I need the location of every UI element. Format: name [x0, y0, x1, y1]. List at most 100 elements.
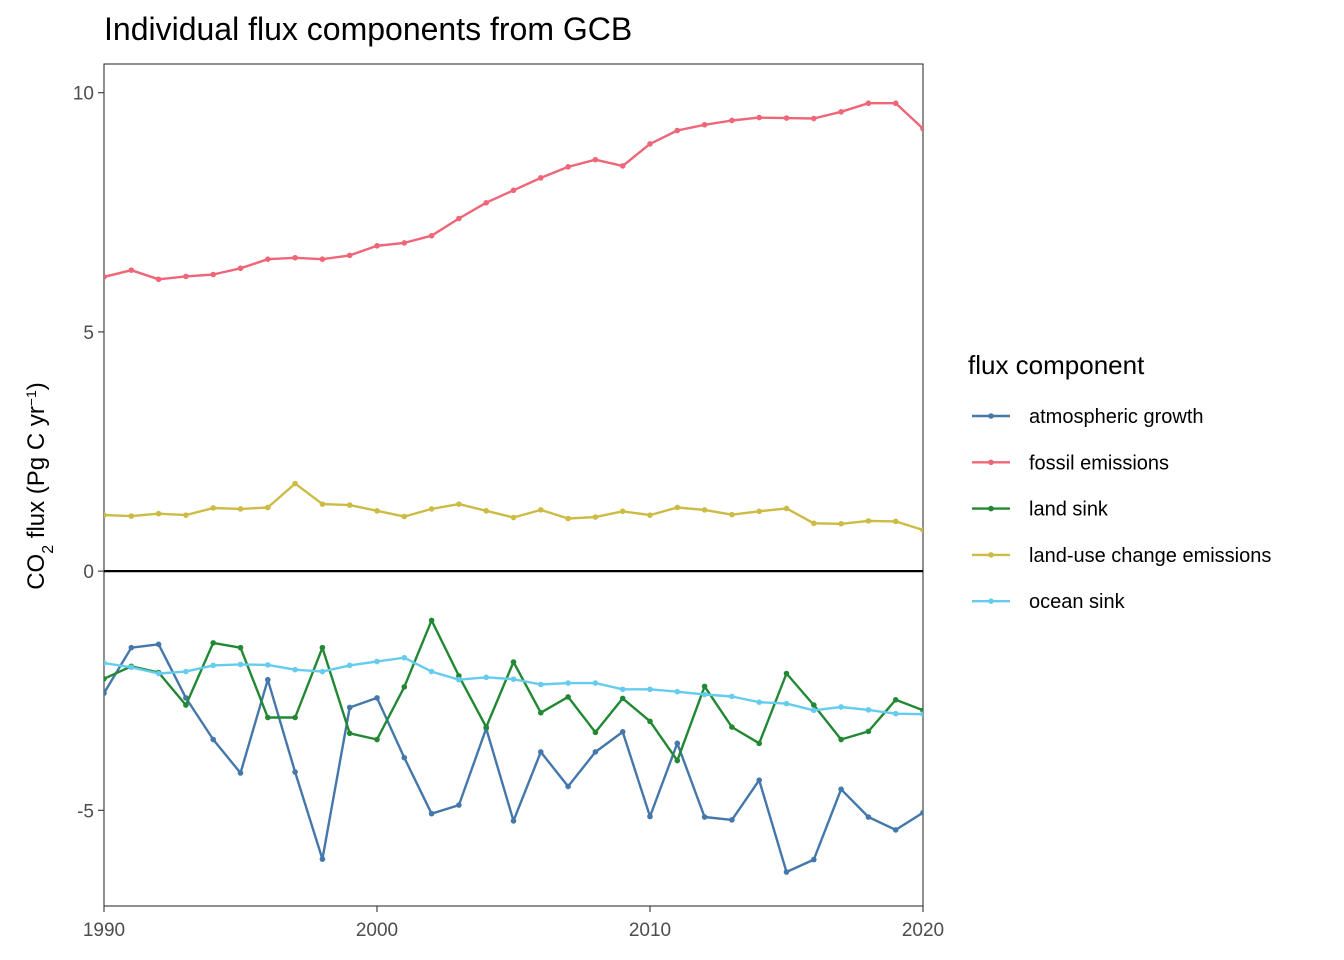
data-point-land-use-change-emissions: [237, 506, 244, 512]
data-point-atmospheric-growth: [565, 783, 571, 790]
data-point-ocean-sink: [756, 699, 762, 705]
legend-key-ocean-sink: [972, 598, 1010, 604]
data-point-land-sink: [346, 730, 353, 737]
data-point-atmospheric-growth: [729, 817, 735, 823]
data-point-atmospheric-growth: [510, 818, 517, 824]
series-group: [104, 100, 923, 875]
data-point-land-use-change-emissions: [428, 506, 435, 512]
data-point-fossil-emissions: [155, 276, 162, 283]
data-point-ocean-sink: [538, 681, 544, 688]
data-point-atmospheric-growth: [647, 813, 653, 820]
data-point-fossil-emissions: [510, 187, 517, 194]
data-point-land-use-change-emissions: [538, 507, 544, 513]
data-point-ocean-sink: [346, 662, 353, 669]
data-point-fossil-emissions: [210, 271, 216, 278]
data-point-fossil-emissions: [619, 163, 626, 169]
data-point-land-use-change-emissions: [811, 520, 817, 527]
data-point-ocean-sink: [811, 707, 817, 714]
data-point-atmospheric-growth: [401, 754, 408, 761]
data-point-land-use-change-emissions: [920, 527, 923, 533]
x-tick-label: 2010: [629, 920, 671, 941]
plot-area: -5 0 5 10 1990 2000 2010 2020: [73, 63, 944, 941]
data-point-fossil-emissions: [865, 100, 872, 107]
data-point-fossil-emissions: [237, 265, 244, 272]
legend-key-fossil-emissions: [972, 459, 1010, 466]
data-point-ocean-sink: [838, 704, 844, 710]
data-point-atmospheric-growth: [346, 704, 353, 711]
data-point-fossil-emissions: [183, 273, 189, 280]
data-point-atmospheric-growth: [701, 814, 708, 820]
y-axis-label-main: CO: [23, 554, 50, 590]
data-point-atmospheric-growth: [292, 769, 298, 775]
data-point-ocean-sink: [865, 707, 872, 713]
data-point-atmospheric-growth: [592, 749, 599, 755]
data-point-atmospheric-growth: [538, 749, 544, 755]
data-point-ocean-sink: [483, 674, 490, 681]
data-point-ocean-sink: [374, 658, 380, 665]
data-point-ocean-sink: [237, 661, 244, 668]
data-point-land-use-change-emissions: [783, 505, 790, 512]
data-point-atmospheric-growth: [319, 856, 326, 862]
data-point-land-use-change-emissions: [756, 508, 762, 515]
data-point-ocean-sink: [128, 664, 135, 671]
data-point-land-sink: [428, 617, 435, 624]
data-point-land-use-change-emissions: [128, 513, 135, 519]
data-point-fossil-emissions: [346, 252, 353, 259]
data-point-land-use-change-emissions: [401, 513, 408, 520]
data-point-land-sink: [483, 724, 490, 730]
data-point-land-use-change-emissions: [292, 480, 298, 487]
data-point-ocean-sink: [674, 688, 681, 695]
data-point-fossil-emissions: [319, 256, 326, 262]
data-point-land-use-change-emissions: [510, 514, 517, 521]
data-point-land-sink: [104, 675, 107, 682]
data-point-land-sink: [647, 718, 653, 725]
data-point-atmospheric-growth: [674, 740, 681, 747]
data-point-fossil-emissions: [647, 141, 653, 147]
data-point-atmospheric-growth: [265, 676, 271, 683]
data-point-land-sink: [701, 683, 708, 690]
data-point-ocean-sink: [892, 710, 899, 717]
data-point-atmospheric-growth: [892, 827, 899, 833]
legend-swatch-point: [988, 552, 994, 558]
data-point-land-sink: [865, 728, 872, 735]
data-point-atmospheric-growth: [811, 856, 817, 863]
data-point-land-use-change-emissions: [592, 514, 599, 520]
data-point-ocean-sink: [701, 691, 708, 698]
data-point-land-use-change-emissions: [565, 515, 571, 522]
data-point-fossil-emissions: [892, 100, 899, 107]
data-point-ocean-sink: [428, 668, 435, 675]
data-point-land-sink: [265, 714, 271, 721]
data-point-land-sink: [538, 709, 544, 716]
chart-title: Individual flux components from GCB: [104, 11, 632, 47]
data-point-land-sink: [510, 659, 517, 665]
data-point-ocean-sink: [510, 676, 517, 683]
y-tick-label: -5: [77, 801, 94, 822]
data-point-atmospheric-growth: [374, 695, 380, 701]
data-point-ocean-sink: [456, 676, 462, 683]
legend-label-ocean-sink: ocean sink: [1029, 591, 1126, 613]
data-point-ocean-sink: [619, 686, 626, 693]
data-point-land-sink: [565, 694, 571, 700]
data-point-atmospheric-growth: [865, 814, 872, 820]
data-point-atmospheric-growth: [838, 786, 844, 793]
data-point-fossil-emissions: [483, 199, 490, 206]
data-point-fossil-emissions: [811, 115, 817, 122]
data-point-ocean-sink: [401, 654, 408, 661]
data-point-land-sink: [183, 702, 189, 708]
data-point-fossil-emissions: [565, 164, 571, 170]
data-point-land-sink: [456, 673, 462, 679]
data-point-fossil-emissions: [838, 109, 844, 115]
data-point-land-sink: [210, 640, 216, 646]
data-point-land-use-change-emissions: [647, 512, 653, 518]
legend-key-land-use-change-emissions: [972, 552, 1010, 558]
series-line-land-use-change-emissions: [104, 482, 923, 532]
data-point-land-use-change-emissions: [265, 504, 271, 511]
data-point-land-use-change-emissions: [701, 507, 708, 513]
data-point-fossil-emissions: [538, 175, 544, 181]
data-point-atmospheric-growth: [920, 809, 923, 816]
legend-title: flux component: [968, 350, 1145, 380]
data-point-land-use-change-emissions: [729, 511, 735, 518]
x-tick-label: 2020: [902, 920, 944, 941]
data-point-ocean-sink: [920, 711, 923, 717]
data-point-ocean-sink: [183, 668, 189, 675]
